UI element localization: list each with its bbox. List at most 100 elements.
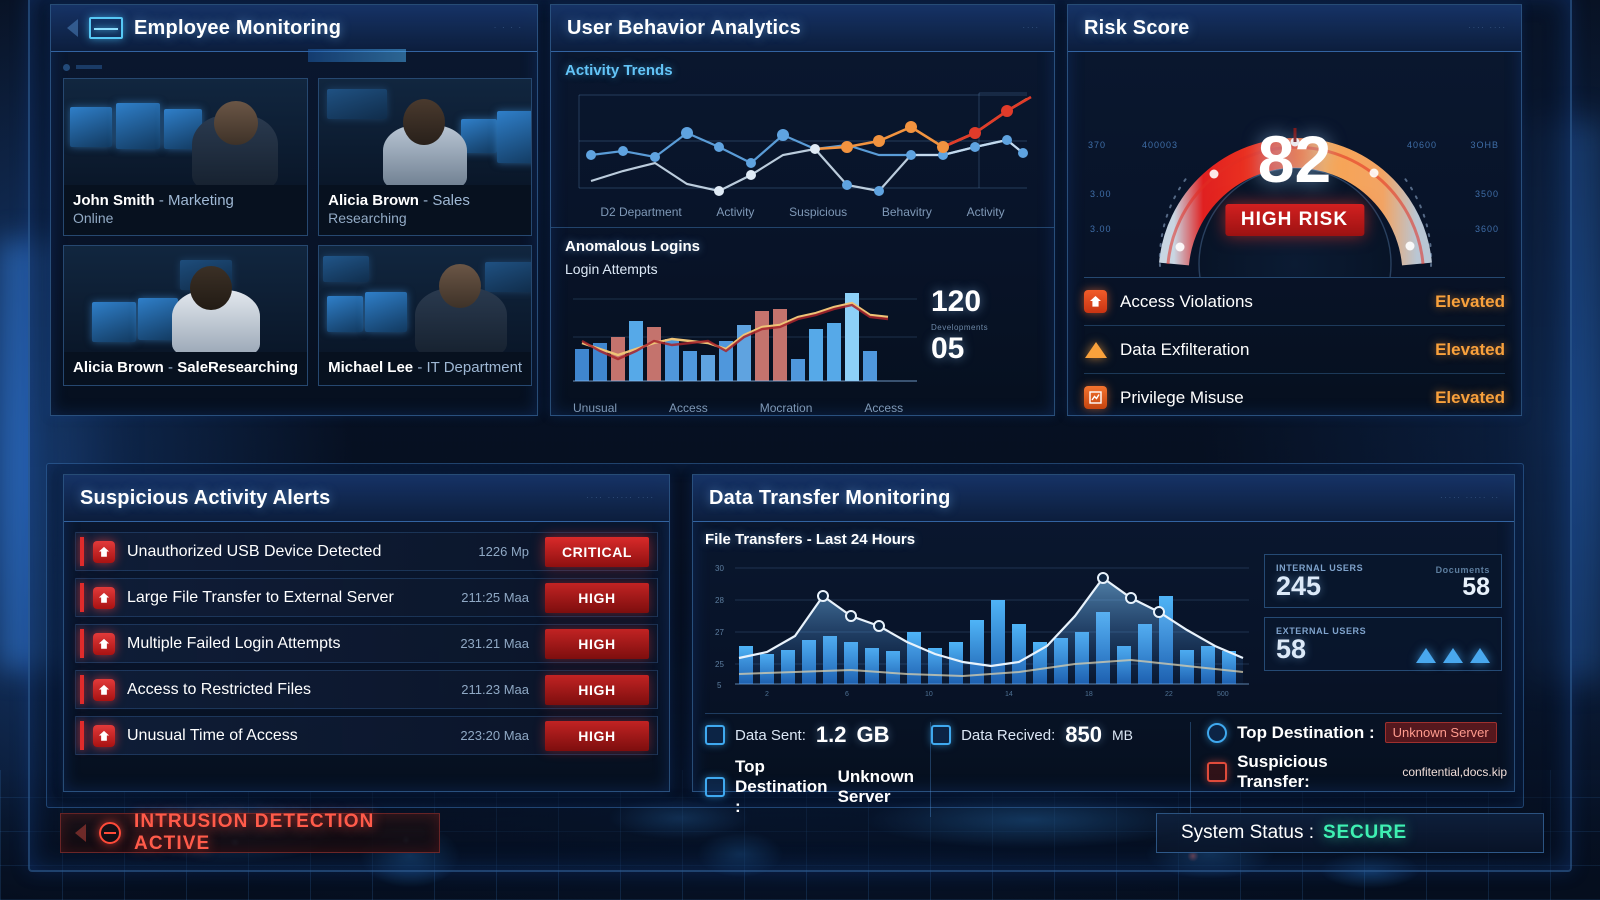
internal-users-box: INTERNAL USERS 245 Documents 58	[1264, 554, 1502, 608]
user-behavior-body: Activity Trends	[551, 52, 1054, 421]
data-transfer-header: Data Transfer Monitoring ····· ····· ··	[693, 475, 1514, 522]
user-behavior-title: User Behavior Analytics	[567, 16, 801, 39]
system-status-bar: System Status : SECURE	[1156, 813, 1544, 853]
employee-status: Online	[73, 210, 114, 226]
risk-indicator-row[interactable]: Access Violations Elevated	[1084, 277, 1505, 325]
top-destination-label-2: Top Destination :	[1237, 722, 1375, 742]
data-transfer-side-stats: INTERNAL USERS 245 Documents 58 EXTERNAL…	[1264, 554, 1502, 704]
risk-gauge: 370 400003 3.00 3.00 40600 3OHB 3500 360…	[1068, 52, 1521, 277]
risk-indicator-value: Elevated	[1435, 291, 1505, 311]
gauge-tick: 3600	[1474, 224, 1499, 234]
x-tick: D2 Department	[600, 205, 682, 219]
trend-indicators	[1416, 648, 1490, 663]
internal-users-value: 245	[1276, 571, 1322, 601]
activity-trends-title: Activity Trends	[565, 62, 673, 79]
svg-text:2: 2	[765, 691, 769, 698]
header-decoration: ···· ······ ····	[586, 494, 655, 502]
employee-meta: Michael Lee - IT Department	[319, 352, 531, 385]
alert-warning-icon	[1084, 290, 1107, 313]
employee-card[interactable]: Alicia Brown - Sales Researching	[318, 78, 533, 236]
external-users-value: 58	[1276, 634, 1307, 664]
header-decoration: · · · ·	[493, 24, 523, 32]
alert-name: Access to Restricted Files	[127, 680, 312, 698]
system-status-value: SECURE	[1323, 822, 1408, 843]
data-transfer-main: 30 28 27 25 5	[705, 554, 1502, 704]
data-transfer-body: File Transfers - Last 24 Hours	[693, 522, 1514, 825]
user-behavior-analytics-panel: User Behavior Analytics ···· Activity Tr…	[550, 4, 1055, 416]
file-transfers-chart: 30 28 27 25 5	[715, 564, 1249, 698]
alert-warning-icon	[93, 724, 115, 747]
alert-row[interactable]: Large File Transfer to External Server 2…	[75, 578, 658, 617]
data-sent-unit: GB	[856, 722, 890, 747]
gauge-tick: 370	[1088, 140, 1107, 150]
gauge-tick: 400003	[1142, 140, 1179, 150]
documents-value: 58	[1462, 573, 1490, 601]
system-status-label: System Status :	[1181, 822, 1315, 843]
login-stat-secondary-label: Developments	[931, 323, 989, 332]
chart-alert-icon	[1084, 386, 1107, 409]
activity-trends-section: Activity Trends	[551, 52, 1054, 225]
x-tick: Activity	[716, 205, 755, 219]
collapse-chevron-icon[interactable]	[67, 19, 78, 37]
risk-score-value: 82	[1257, 122, 1332, 196]
top-destination-value: Unknown Server	[837, 767, 915, 806]
risk-score-title: Risk Score	[1084, 16, 1190, 39]
file-transfers-title: File Transfers - Last 24 Hours	[705, 531, 916, 548]
suspicious-alerts-list: Unauthorized USB Device Detected 1226 Mp…	[64, 522, 669, 765]
employee-status: Researching	[328, 210, 407, 226]
external-users-box: EXTERNAL USERS 58	[1264, 617, 1502, 671]
gauge-tick: 40600	[1406, 140, 1437, 150]
alert-name: Large File Transfer to External Server	[127, 588, 394, 606]
anomalous-logins-xaxis: Unusual Access Mocration Access	[565, 397, 1040, 415]
employee-card[interactable]: Michael Lee - IT Department	[318, 245, 533, 386]
external-users-label: EXTERNAL USERS	[1276, 626, 1367, 636]
back-chevron-icon[interactable]	[75, 824, 86, 842]
x-tick: Activity	[966, 205, 1005, 219]
footer-col-middle: Data Recived: 850 MB	[931, 722, 1192, 817]
suspicious-transfer-label: Suspicious Transfer:	[1237, 752, 1328, 791]
alert-row[interactable]: Unusual Time of Access 223:20 Maa HIGH	[75, 716, 658, 755]
risk-indicator-row[interactable]: Data Exfilteration Elevated	[1084, 325, 1505, 373]
status-dot-icon	[63, 63, 70, 71]
employee-photo	[319, 246, 532, 352]
risk-indicator-name: Access Violations	[1120, 291, 1253, 311]
section-divider	[551, 227, 1054, 228]
x-tick: Access	[864, 401, 904, 415]
data-sent-value: 1.2	[815, 722, 847, 747]
risk-indicator-list: Access Violations Elevated Data Exfilter…	[1068, 277, 1521, 421]
employee-meta: John Smith - Marketing Online	[64, 185, 307, 235]
risk-score-panel: Risk Score ···· ···· 370 400003 3.00 3.0…	[1067, 4, 1522, 416]
gauge-tick: 3.00	[1090, 189, 1112, 199]
employee-card[interactable]: John Smith - Marketing Online	[63, 78, 309, 236]
alert-row[interactable]: Multiple Failed Login Attempts 231.21 Ma…	[75, 624, 658, 663]
employee-name: Michael Lee - IT Department	[328, 359, 523, 376]
risk-indicator-row[interactable]: Privilege Misuse Elevated	[1084, 373, 1505, 421]
documents-label: Documents	[1435, 565, 1490, 575]
employee-photo	[319, 79, 532, 185]
gauge-tick-labels: 370 400003 3.00 3.00 40600 3OHB 3500 360…	[1068, 52, 1521, 277]
monitor-icon	[89, 17, 123, 39]
triangle-up-icon	[1416, 648, 1436, 663]
intrusion-detection-bar: INTRUSION DETECTION ACTIVE	[60, 811, 440, 854]
alert-severity-badge: CRITICAL	[545, 536, 649, 567]
header-decoration: ····	[1022, 24, 1040, 32]
x-tick: Mocration	[759, 401, 813, 415]
alert-circle-icon	[99, 822, 121, 844]
activity-trends-xaxis: D2 Department Activity Suspicious Behavi…	[565, 203, 1040, 219]
alert-severity-badge: HIGH	[545, 628, 649, 659]
employee-card[interactable]: Alicia Brown - SaleResearching	[63, 245, 309, 386]
risk-indicator-value: Elevated	[1435, 387, 1505, 407]
alert-row[interactable]: Unauthorized USB Device Detected 1226 Mp…	[75, 532, 658, 571]
intrusion-detection-text: INTRUSION DETECTION ACTIVE	[134, 811, 375, 854]
data-sent-label: Data Sent:	[735, 726, 806, 744]
alert-row[interactable]: Access to Restricted Files 211.23 Maa HI…	[75, 670, 658, 709]
alert-warning-icon	[93, 678, 115, 701]
suspicious-transfer-row: Suspicious Transfer: confitential,docs.k…	[1207, 752, 1507, 792]
x-tick: Access	[669, 401, 708, 415]
alert-time: 223:20 Maa	[460, 728, 529, 743]
data-received-row: Data Recived: 850 MB	[931, 722, 1174, 748]
employee-monitoring-body: John Smith - Marketing Online Alicia Bro…	[51, 52, 537, 396]
internal-users-label: INTERNAL USERS	[1276, 563, 1364, 573]
gauge-tick: 3.00	[1090, 224, 1112, 234]
svg-text:500: 500	[1217, 691, 1229, 698]
